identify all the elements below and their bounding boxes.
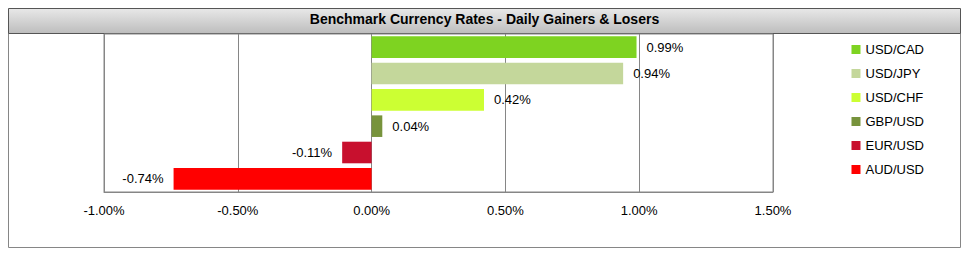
svg-text:EUR/USD: EUR/USD <box>865 138 924 153</box>
svg-text:0.94%: 0.94% <box>633 66 670 81</box>
svg-text:-0.50%: -0.50% <box>217 203 259 218</box>
svg-text:-0.74%: -0.74% <box>122 171 164 186</box>
svg-text:1.00%: 1.00% <box>621 203 658 218</box>
svg-text:Benchmark Currency Rates - Dai: Benchmark Currency Rates - Daily Gainers… <box>310 11 660 27</box>
svg-text:USD/JPY: USD/JPY <box>865 66 920 81</box>
svg-text:1.50%: 1.50% <box>755 203 792 218</box>
svg-text:0.50%: 0.50% <box>487 203 524 218</box>
svg-text:GBP/USD: GBP/USD <box>865 114 924 129</box>
svg-text:USD/CHF: USD/CHF <box>865 90 923 105</box>
svg-text:-1.00%: -1.00% <box>83 203 125 218</box>
svg-text:0.99%: 0.99% <box>647 40 684 55</box>
svg-text:0.42%: 0.42% <box>494 92 531 107</box>
svg-text:USD/CAD: USD/CAD <box>865 42 924 57</box>
svg-text:AUD/USD: AUD/USD <box>865 162 924 177</box>
svg-text:-0.11%: -0.11% <box>292 145 333 160</box>
svg-text:0.00%: 0.00% <box>353 203 390 218</box>
svg-text:0.04%: 0.04% <box>392 119 429 134</box>
